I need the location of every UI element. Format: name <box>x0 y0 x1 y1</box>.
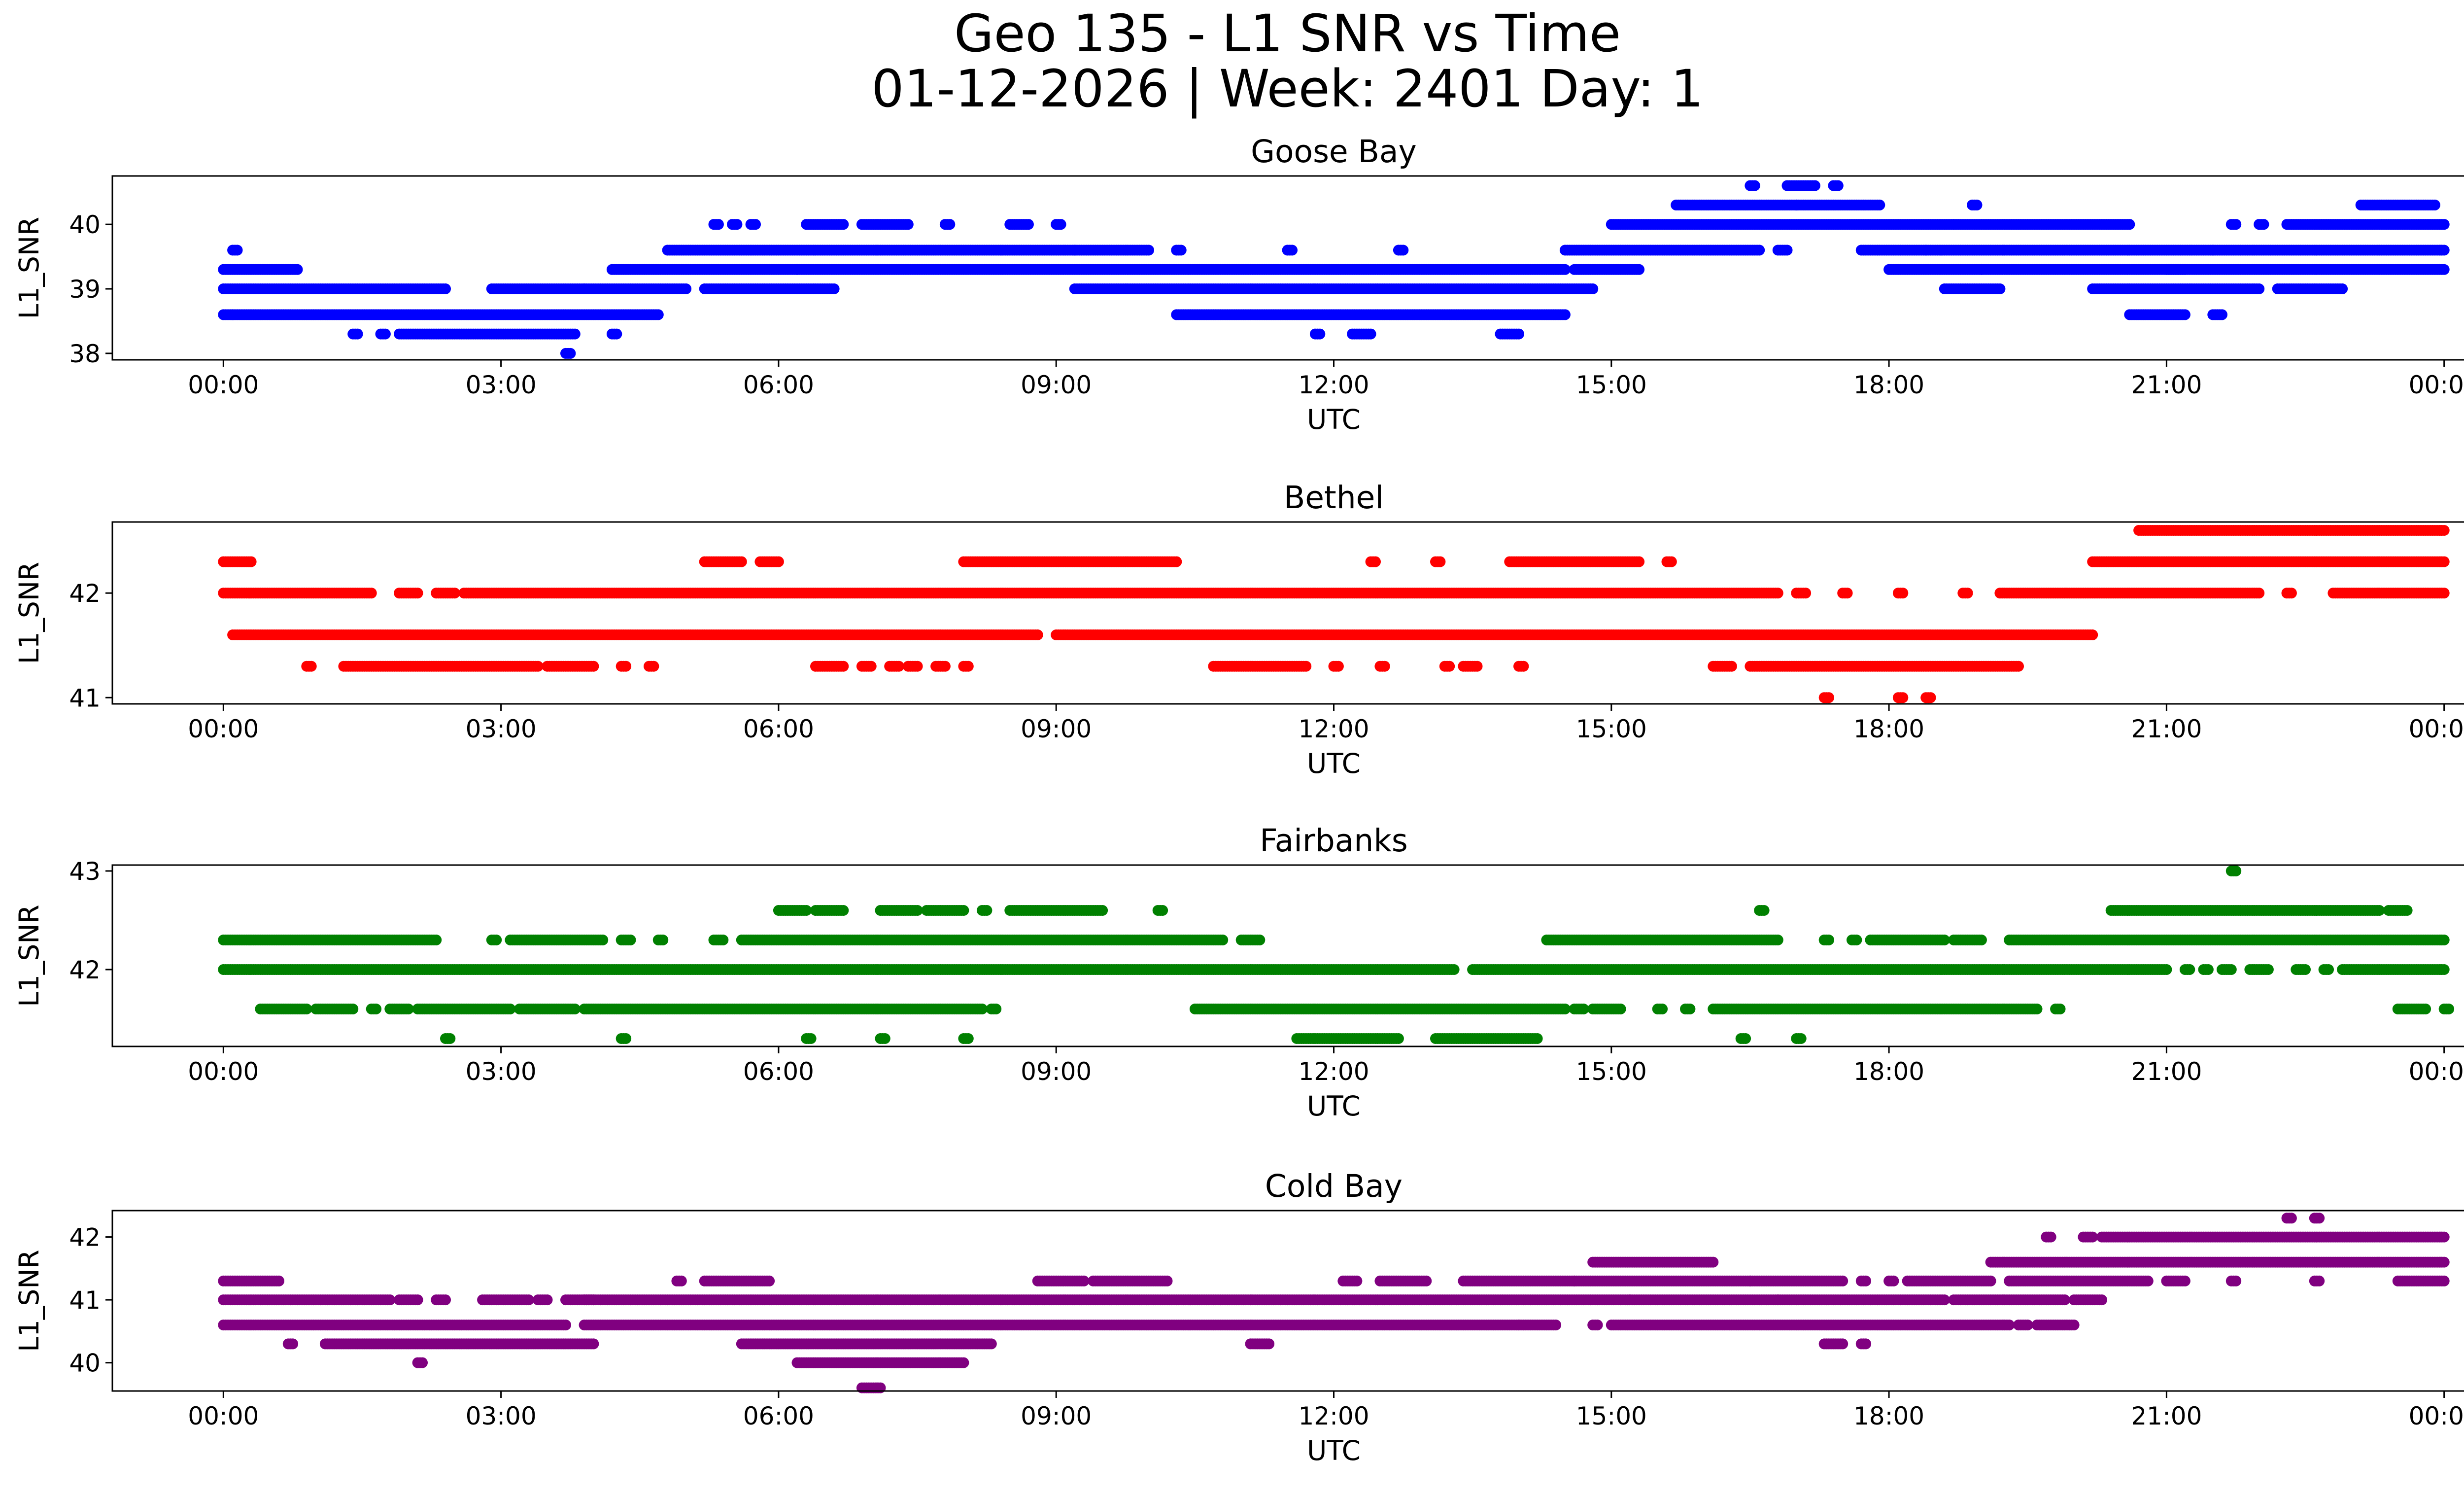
data-point <box>1435 556 1446 567</box>
data-point <box>1287 244 1298 256</box>
data-point <box>565 348 576 359</box>
data-point <box>2124 219 2135 230</box>
data-point <box>1962 588 1973 599</box>
data-point <box>1314 328 1326 340</box>
data-point <box>1634 556 1645 567</box>
y-axis-label: L1_SNR <box>13 217 45 319</box>
data-point <box>1559 264 1571 275</box>
data-point <box>902 219 914 230</box>
data-points <box>218 180 2450 359</box>
data-point <box>379 328 391 340</box>
data-point <box>1032 629 1043 640</box>
data-point <box>1398 244 1409 256</box>
data-point <box>1994 283 2006 294</box>
data-point <box>2258 219 2269 230</box>
data-point <box>1175 244 1187 256</box>
x-axis-label: UTC <box>1307 404 1361 435</box>
x-tick-label: 03:00 <box>466 371 537 399</box>
subplot-goose-bay: Goose Bay 00:00 03:00 06:00 09:00 12:00 15:00 1… <box>13 134 2464 435</box>
data-point <box>1634 264 1645 275</box>
x-tick-label: 00:00 <box>188 371 259 399</box>
data-point <box>292 264 303 275</box>
data-point <box>440 283 451 294</box>
data-point <box>2179 309 2190 320</box>
data-point <box>2087 629 2098 640</box>
data-point <box>1754 244 1765 256</box>
data-point <box>1897 588 1909 599</box>
data-point <box>449 588 460 599</box>
data-point <box>2438 219 2450 230</box>
data-point <box>2438 244 2450 256</box>
data-point <box>1809 180 1820 191</box>
data-point <box>306 661 317 672</box>
figure-title: Geo 135 - L1 SNR vs Time 01-12-2026 | We… <box>0 6 2464 116</box>
x-tick-label: 15:00 <box>1576 371 1647 399</box>
data-point <box>750 219 761 230</box>
data-points <box>218 525 2450 703</box>
x-tick-label: 09:00 <box>1021 371 1092 399</box>
data-point <box>773 556 784 567</box>
x-tick-label: 21:00 <box>2131 371 2202 399</box>
figure-title-line2: 01-12-2026 | Week: 2401 Day: 1 <box>871 59 1704 119</box>
data-point <box>1842 588 1853 599</box>
subplot-title: Goose Bay <box>1251 134 1417 170</box>
x-tick-label: 06:00 <box>743 371 814 399</box>
data-point <box>652 309 664 320</box>
data-point <box>1971 199 1983 210</box>
y-tick-label: 40 <box>69 210 101 239</box>
data-point <box>2438 588 2450 599</box>
figure-title-line1: Geo 135 - L1 SNR vs Time <box>954 3 1621 64</box>
data-point <box>1749 180 1760 191</box>
data-point <box>2438 556 2450 567</box>
x-tick-label: 00:00 <box>2409 371 2464 399</box>
data-point <box>2254 283 2265 294</box>
data-point <box>713 219 724 230</box>
data-point <box>1781 244 1793 256</box>
x-tick-label: 12:00 <box>1298 371 1369 399</box>
data-point <box>1666 556 1677 567</box>
data-point <box>1055 219 1066 230</box>
y-tick-label: 39 <box>69 275 101 304</box>
data-point <box>1832 180 1844 191</box>
data-point <box>1365 328 1376 340</box>
data-point <box>2217 309 2227 320</box>
data-point <box>1800 588 1812 599</box>
data-point <box>1370 556 1381 567</box>
data-point <box>569 328 581 340</box>
data-point <box>2337 283 2348 294</box>
data-point <box>1559 309 1571 320</box>
data-point <box>731 219 743 230</box>
data-point <box>1772 588 1783 599</box>
data-point <box>2438 264 2450 275</box>
data-point <box>838 219 849 230</box>
data-point <box>1874 199 1885 210</box>
x-tick-label: 18:00 <box>1853 371 1924 399</box>
data-point <box>532 661 544 672</box>
data-point <box>681 283 692 294</box>
data-point <box>1513 328 1524 340</box>
data-point <box>1587 283 1599 294</box>
data-point <box>412 588 423 599</box>
data-point <box>1171 556 1182 567</box>
data-point <box>352 328 363 340</box>
data-point <box>828 283 840 294</box>
subplot-title: Bethel <box>1284 480 1384 516</box>
data-point <box>245 556 257 567</box>
data-point <box>2286 588 2297 599</box>
data-point <box>366 588 377 599</box>
data-point <box>1023 219 1034 230</box>
data-point <box>2254 588 2265 599</box>
data-point <box>1143 244 1154 256</box>
data-point <box>232 244 243 256</box>
y-tick-label: 38 <box>69 340 101 368</box>
data-point <box>736 556 747 567</box>
data-point <box>2230 219 2242 230</box>
data-point <box>611 328 622 340</box>
data-point <box>944 219 956 230</box>
data-point <box>2429 199 2440 210</box>
